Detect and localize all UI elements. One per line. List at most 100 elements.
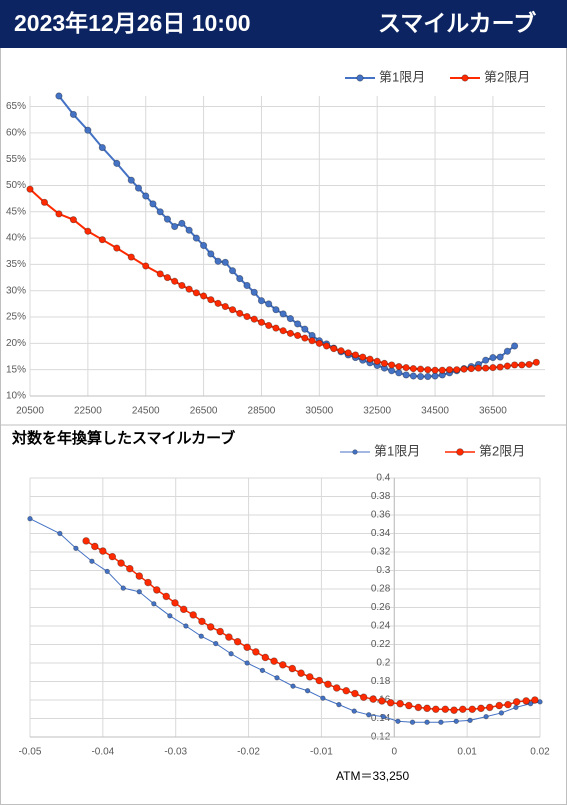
data-point: [274, 675, 280, 681]
data-point: [378, 697, 386, 705]
x-tick-label: 30500: [305, 406, 333, 417]
data-point: [416, 372, 425, 381]
data-point: [432, 705, 440, 714]
data-point: [257, 297, 266, 305]
x-tick-label: 22500: [74, 406, 102, 417]
data-point: [315, 339, 323, 347]
x-tick-label: 24500: [132, 406, 160, 417]
data-point: [504, 700, 512, 709]
legend-marker: [461, 74, 469, 82]
legend-label: 第1限月: [379, 69, 425, 84]
legend-marker: [356, 74, 364, 82]
x-tick-label: -0.04: [91, 747, 114, 758]
data-point: [518, 361, 526, 369]
data-point: [207, 250, 215, 258]
y-tick-label: 25%: [6, 312, 26, 323]
data-point: [163, 215, 172, 223]
x-tick-label: 32500: [363, 406, 391, 417]
data-point: [458, 705, 467, 714]
data-point: [380, 359, 389, 367]
data-point: [69, 216, 77, 224]
data-point: [460, 365, 468, 373]
data-point: [225, 633, 233, 641]
data-point: [171, 599, 179, 607]
data-point: [511, 342, 519, 350]
data-point: [99, 547, 107, 555]
data-point: [84, 126, 92, 134]
data-point: [198, 633, 204, 639]
y-tick-label: 0.26: [371, 602, 391, 613]
data-point: [69, 110, 77, 119]
y-tick-label: 0.22: [371, 639, 391, 650]
data-point: [259, 667, 266, 674]
data-point: [366, 712, 372, 718]
data-point: [396, 699, 404, 708]
data-point: [402, 371, 410, 379]
data-point: [178, 281, 186, 290]
data-point: [243, 643, 251, 652]
data-point: [482, 364, 490, 372]
y-tick-label: 0.3: [376, 565, 390, 576]
data-point: [483, 713, 489, 720]
data-point: [135, 572, 144, 580]
data-point: [113, 244, 121, 252]
data-point: [279, 327, 287, 335]
data-point: [366, 355, 374, 363]
data-point: [445, 366, 454, 374]
data-point: [257, 318, 266, 326]
data-point: [294, 331, 302, 340]
data-point: [290, 683, 296, 689]
data-point: [265, 321, 273, 330]
y-tick-label: 45%: [6, 206, 26, 217]
data-point: [142, 262, 150, 270]
y-tick-label: 55%: [6, 154, 26, 165]
data-point: [424, 366, 432, 374]
data-point: [270, 657, 278, 665]
data-point: [414, 703, 423, 712]
header-datetime: 2023年12月26日 10:00: [14, 10, 251, 36]
x-tick-label: 20500: [16, 406, 44, 417]
data-point: [189, 611, 198, 619]
y-tick-label: 65%: [6, 101, 26, 112]
data-point: [380, 713, 387, 720]
x-tick-label: 36500: [479, 406, 507, 417]
x-tick-label: 0.01: [457, 747, 477, 758]
data-point: [489, 363, 497, 372]
data-point: [279, 661, 287, 669]
data-point: [489, 353, 497, 362]
data-point: [221, 302, 229, 311]
data-point: [351, 708, 357, 714]
data-point: [395, 369, 403, 377]
data-point: [332, 684, 341, 692]
data-point: [369, 695, 377, 703]
data-point: [250, 288, 258, 296]
data-point: [252, 648, 260, 656]
x-tick-label: 26500: [190, 406, 218, 417]
data-point: [261, 653, 270, 662]
data-point: [171, 277, 179, 285]
y-tick-label: 50%: [6, 180, 26, 191]
data-point: [91, 542, 99, 551]
data-point: [286, 315, 294, 323]
data-point: [351, 351, 360, 359]
data-point: [322, 342, 331, 350]
x-tick-label: -0.03: [164, 747, 187, 758]
data-point: [183, 623, 189, 629]
data-point: [308, 337, 316, 345]
data-point: [233, 637, 242, 646]
data-point: [511, 361, 519, 369]
legend-label: 第2限月: [484, 69, 530, 84]
y-tick-label: 0.36: [371, 510, 391, 521]
data-point: [438, 366, 446, 374]
data-point: [156, 270, 164, 278]
data-point: [120, 585, 126, 591]
y-tick-label: 0.28: [371, 584, 391, 595]
data-point: [126, 564, 134, 573]
data-point: [315, 676, 324, 685]
data-point: [142, 192, 150, 200]
data-point: [495, 701, 504, 710]
x-tick-label: 28500: [248, 406, 276, 417]
data-point: [134, 184, 143, 192]
y-tick-label: 0.4: [376, 473, 390, 484]
